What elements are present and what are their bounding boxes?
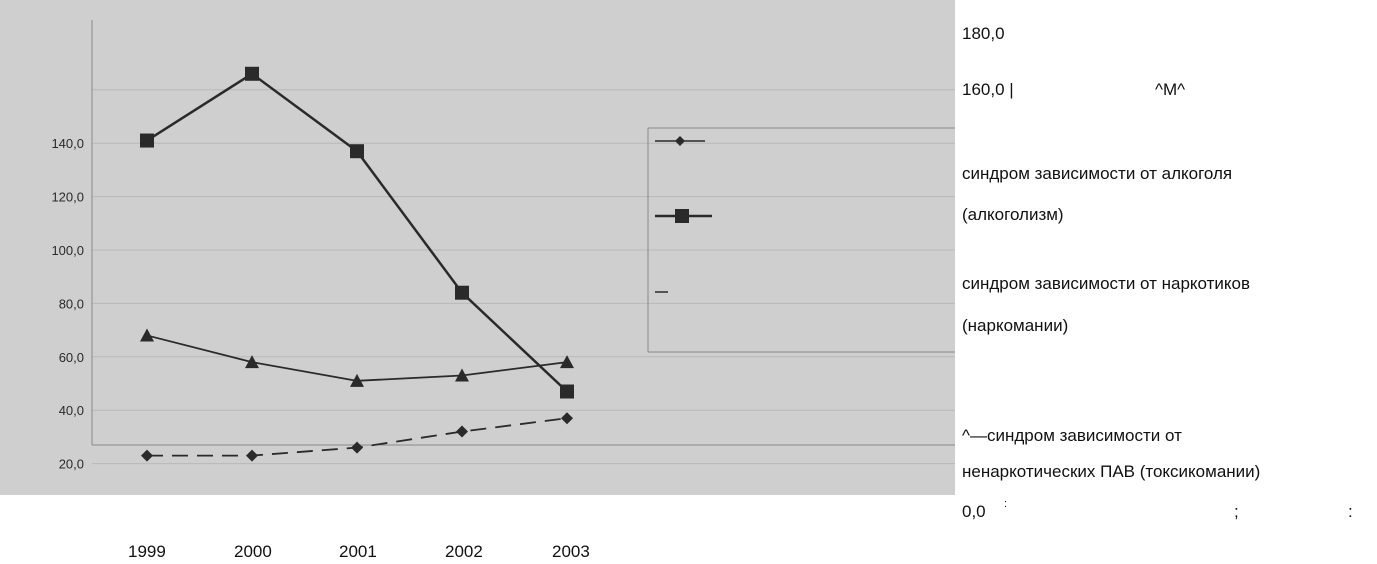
stray-colon: : <box>1348 502 1353 521</box>
y-label-160: 160,0 | <box>962 80 1014 99</box>
grid-lines <box>92 89 955 465</box>
y-label-0: 0,0 <box>962 502 986 521</box>
data-point-square <box>455 285 469 300</box>
legend-item-2-line2: (наркомании) <box>962 316 1069 335</box>
stray-colon-small: : <box>1004 498 1008 510</box>
legend-box <box>647 127 955 353</box>
y-tick-label: 40,0 <box>59 403 84 418</box>
legend-marker-square <box>675 209 689 223</box>
data-point-diamond <box>246 449 258 462</box>
y-tick-label: 120,0 <box>51 190 84 205</box>
x-category-label: 2001 <box>339 542 377 561</box>
data-point-triangle <box>140 328 154 342</box>
data-point-diamond <box>561 412 573 425</box>
series-layer <box>140 66 574 462</box>
data-point-diamond <box>141 449 153 462</box>
y-tick-label: 80,0 <box>59 296 84 311</box>
data-point-square <box>350 144 364 159</box>
legend-item-1-line2: (алкоголизм) <box>962 205 1064 224</box>
x-category-label: 1999 <box>128 542 166 561</box>
legend-item-3-line2: ненаркотических ПАВ (токсикомании) <box>962 462 1261 481</box>
data-point-square <box>245 66 259 81</box>
y-tick-label: 20,0 <box>59 457 84 472</box>
stray-text: ^M^ <box>1155 80 1186 99</box>
data-point-triangle <box>245 355 259 369</box>
y-tick-label: 140,0 <box>51 136 84 151</box>
data-point-diamond <box>351 441 363 454</box>
y-label-180: 180,0 <box>962 24 1005 43</box>
data-point-square <box>140 133 154 148</box>
axes <box>91 20 955 446</box>
data-point-diamond <box>456 425 468 438</box>
x-category-label: 2002 <box>445 542 483 561</box>
legend-item-2-line1: синдром зависимости от наркотиков <box>962 274 1251 293</box>
series-line-square <box>146 72 568 393</box>
legend-item-1-line1: синдром зависимости от алкоголя <box>962 164 1233 183</box>
y-tick-label: 60,0 <box>59 350 84 365</box>
data-point-triangle <box>455 368 469 382</box>
x-category-label: 2000 <box>234 542 272 561</box>
data-point-triangle <box>350 373 364 387</box>
stray-semicolon: ; <box>1234 502 1239 521</box>
x-category-label: 2003 <box>552 542 590 561</box>
legend-marker-diamond <box>675 136 685 146</box>
y-tick-label: 100,0 <box>51 243 84 258</box>
line-chart: 140,0 120,0 100,0 80,0 60,0 40,0 20,0 <box>51 20 955 472</box>
data-point-triangle <box>560 355 574 369</box>
scanned-chart-image: 140,0 120,0 100,0 80,0 60,0 40,0 20,0 <box>0 0 955 495</box>
legend-item-3-line1: ^—синдром зависимости от <box>962 426 1182 445</box>
data-point-square <box>560 384 574 399</box>
y-tick-labels: 140,0 120,0 100,0 80,0 60,0 40,0 20,0 <box>51 136 84 471</box>
